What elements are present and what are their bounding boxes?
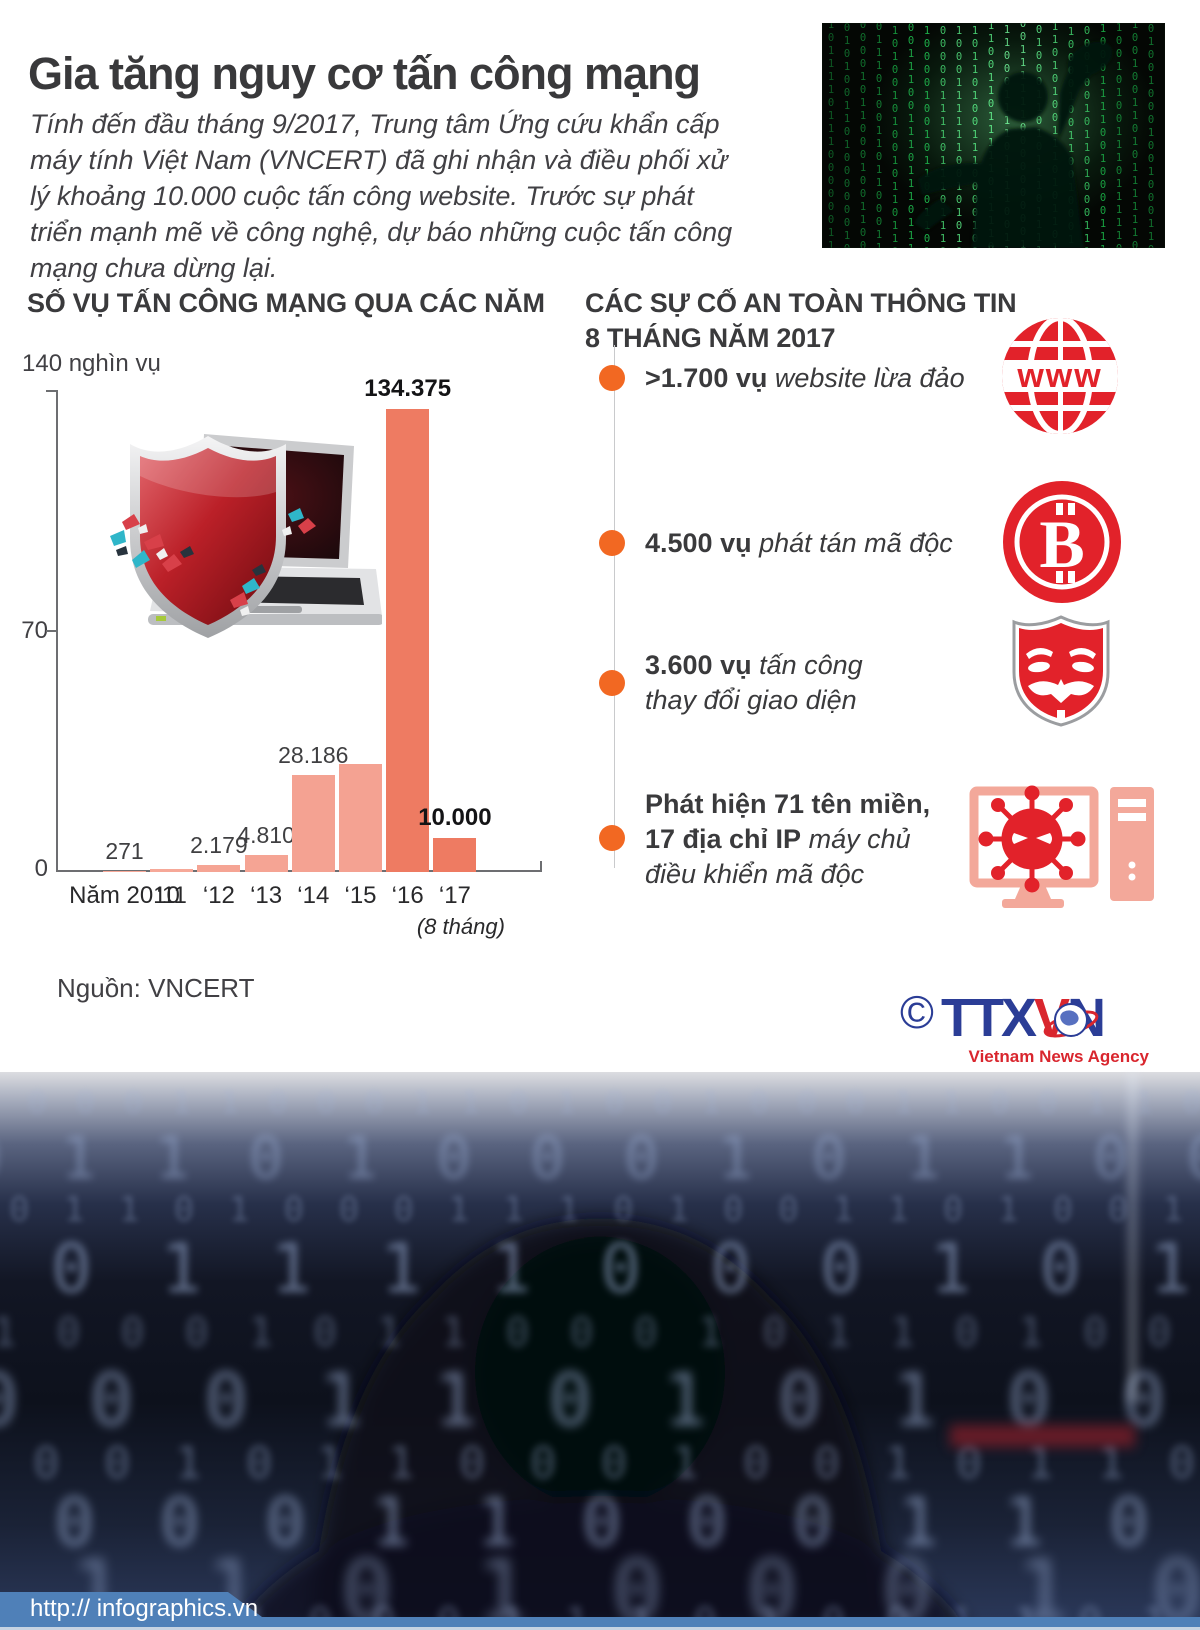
- bullet-dot-4: [599, 825, 625, 851]
- footer-url[interactable]: http:// infographics.vn: [30, 1595, 258, 1623]
- y-tick-mark-140: [46, 390, 56, 392]
- incident-4-line1: Phát hiện 71 tên miền,: [645, 789, 930, 819]
- bitcoin-b-text: B: [1039, 506, 1084, 582]
- binary-row: 1 1 0 0 0 1 0 1 1 0 0 0 1 0 1 1 0 1 0 0 …: [0, 1310, 1200, 1356]
- incident-item-3: 3.600 vụ tấn công thay đổi giao diện: [645, 648, 863, 718]
- y-tick-mark-70: [46, 630, 56, 632]
- copyright-symbol: ©: [900, 986, 934, 1038]
- bar-‘12: [197, 865, 240, 873]
- bullet-dot-1: [599, 365, 625, 391]
- incident-item-2: 4.500 vụ phát tán mã độc: [645, 526, 953, 561]
- bar-‘16: [386, 409, 429, 872]
- bar-‘13: [245, 855, 288, 872]
- bar-‘15: [339, 764, 382, 873]
- x-axis-label: ‘12: [203, 882, 235, 910]
- hacker-matrix-photo: 1101111011100000011100000010100110100000…: [822, 23, 1165, 248]
- photo-red-glow: [950, 1425, 1135, 1447]
- logo-ttx: TTX: [941, 988, 1037, 1048]
- shield-laptop-illustration: [92, 418, 382, 678]
- y-axis: [56, 390, 58, 872]
- incident-4-line2-italic: máy chủ: [809, 824, 911, 854]
- binary-row: 1 0 1 1 0 1 0 0 0 1 1 1 0 1 0 0 1 1 0 1 …: [0, 1190, 1200, 1230]
- photo-light-streak: [1128, 1072, 1137, 1402]
- page-title: Gia tăng nguy cơ tấn công mạng: [28, 48, 700, 100]
- incident-1-count: >1.700 vụ: [645, 363, 767, 393]
- x-axis-label: ‘11: [157, 882, 187, 910]
- www-globe-icon: www: [998, 314, 1122, 438]
- bar-value-label: 271: [105, 838, 143, 865]
- x-axis-label: ‘16: [392, 882, 424, 910]
- bar-‘11: [150, 869, 193, 872]
- infographic-page: Gia tăng nguy cơ tấn công mạng Tính đến …: [0, 0, 1200, 1630]
- timeline-line: [614, 345, 615, 868]
- bar-value-label: 10.000: [418, 804, 491, 832]
- hooded-hacker-photo: 1 0 0 0 1 1 0 0 0 1 1 0 1 0 0 1 0 0 0 1 …: [0, 1072, 1200, 1630]
- binary-row: 0 0 1 1 1 1 0 0 0 1 0 1 1 0 1 0 0 0 1 1 …: [0, 1230, 1200, 1309]
- ttxvn-logo: © TTXVN Vietnam News Agency: [893, 980, 1153, 1070]
- incident-2-desc: phát tán mã độc: [759, 528, 953, 558]
- binary-row: 0 1 1 0 1 0 0 0 1 0 1 1 0 0 1 0 0 1 1 0 …: [0, 1124, 1200, 1192]
- incident-item-4: Phát hiện 71 tên miền, 17 địa chỉ IP máy…: [645, 787, 930, 892]
- bullet-dot-2: [599, 530, 625, 556]
- globe-www-text: www: [1016, 357, 1102, 395]
- anonymous-mask-icon: [1008, 614, 1114, 729]
- binary-row: 1 0 0 0 1 1 0 0 0 1 1 0 1 0 0 1 0 0 0 1 …: [0, 1086, 1200, 1121]
- incident-1-desc: website lừa đảo: [775, 363, 965, 393]
- virus-icon: [979, 786, 1085, 892]
- bar-value-label: 134.375: [364, 375, 451, 403]
- chart-title: SỐ VỤ TẤN CÔNG MẠNG QUA CÁC NĂM: [27, 288, 545, 319]
- bar-‘14: [292, 775, 335, 872]
- bar-value-label: 28.186: [278, 742, 348, 769]
- incident-4-line2-bold: 17 địa chỉ IP: [645, 824, 801, 854]
- bar-Năm 2010: [103, 871, 146, 873]
- y-tick-70: 70: [14, 617, 48, 645]
- incident-4-line3: điều khiển mã độc: [645, 859, 864, 889]
- x-axis-sublabel: (8 tháng): [417, 914, 505, 940]
- x-axis-label: ‘15: [344, 882, 376, 910]
- bar-‘17: [433, 838, 476, 872]
- x-axis-label: ‘14: [297, 882, 329, 910]
- bitcoin-icon: B: [1000, 479, 1124, 605]
- incident-3-desc-line2: thay đổi giao diện: [645, 685, 857, 715]
- y-axis-unit-label: 140 nghìn vụ: [22, 350, 161, 378]
- incident-2-count: 4.500 vụ: [645, 528, 752, 558]
- incident-3-desc-line1: tấn công: [759, 650, 863, 680]
- logo-subtitle: Vietnam News Agency: [969, 1047, 1150, 1066]
- incidents-heading-line2: 8 THÁNG NĂM 2017: [585, 323, 835, 354]
- y-tick-0: 0: [14, 855, 48, 883]
- hacker-silhouette: [822, 23, 1165, 248]
- incident-item-1: >1.700 vụ website lừa đảo: [645, 361, 965, 396]
- x-axis-label: ‘17: [439, 882, 471, 910]
- x-axis-label: ‘13: [250, 882, 282, 910]
- bar-value-label: 4.810: [237, 822, 295, 849]
- incidents-heading-line1: CÁC SỰ CỐ AN TOÀN THÔNG TIN: [585, 288, 1016, 319]
- intro-paragraph: Tính đến đầu tháng 9/2017, Trung tâm Ứng…: [30, 107, 735, 287]
- bullet-dot-3: [599, 670, 625, 696]
- incident-3-count: 3.600 vụ: [645, 650, 752, 680]
- virus-computer-icon: [966, 785, 1160, 909]
- source-label: Nguồn: VNCERT: [57, 973, 255, 1004]
